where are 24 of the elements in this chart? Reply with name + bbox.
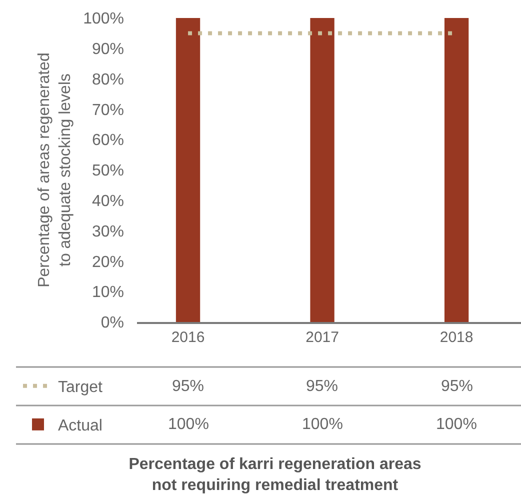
y-tick-label: 80% [92, 71, 124, 88]
y-tick-label: 20% [92, 254, 124, 271]
y-tick-label: 50% [92, 162, 124, 180]
data-label: 100% [436, 416, 477, 433]
text: Percentage of karri regeneration areas not requiring remedial treatment [128, 456, 422, 494]
y-tick-label: 60% [92, 132, 124, 150]
y-tick-label: 30% [92, 223, 124, 240]
y-tick-label: 90% [92, 41, 124, 58]
y-tick-label: 70% [92, 102, 124, 119]
y-tick-label: 0% [100, 314, 124, 332]
legend-label: Actual [58, 418, 102, 435]
legend-label: Target [58, 379, 104, 396]
data-label: 95% [441, 378, 474, 395]
data-label: 95% [306, 378, 338, 395]
data-label: 95% [172, 378, 204, 395]
data-label: 100% [302, 416, 343, 433]
x-tick-label: 2018 [440, 329, 474, 346]
y-tick-label: 10% [92, 284, 124, 302]
y-tick-label: 40% [92, 193, 124, 210]
x-tick-label: 2016 [171, 329, 205, 346]
y-axis-title: Percentage of areas regenerated to adequate stocking levels [36, 52, 74, 288]
data-label: 100% [168, 416, 209, 433]
x-tick-label: 2017 [306, 329, 339, 346]
y-tick-label: 100% [83, 10, 124, 28]
